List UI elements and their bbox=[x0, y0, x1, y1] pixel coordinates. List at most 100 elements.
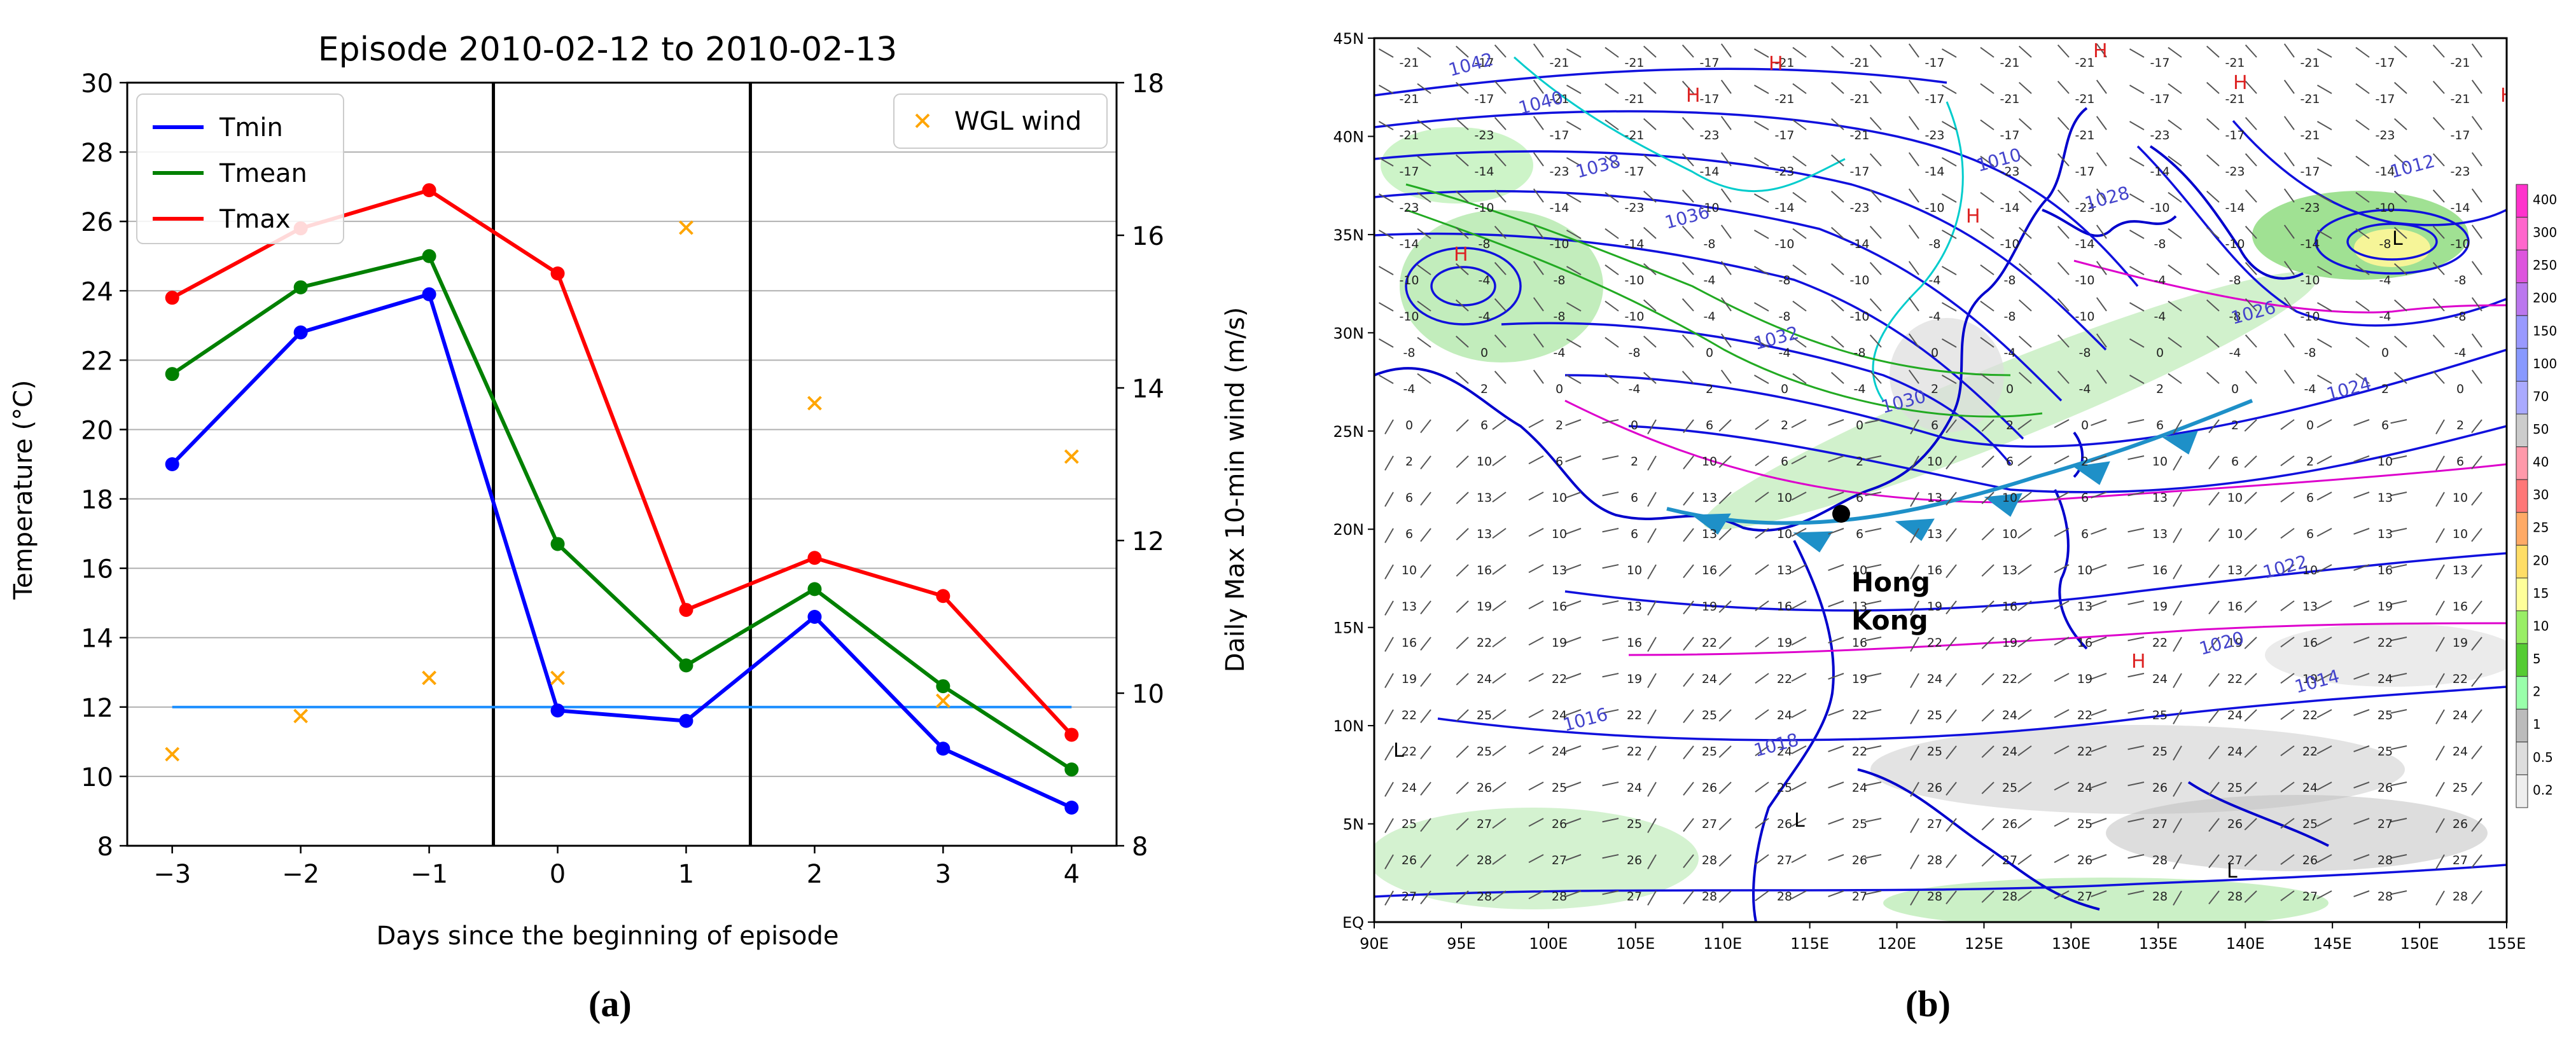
wind-barb bbox=[1647, 455, 1657, 471]
wind-barb bbox=[2017, 854, 2032, 865]
wind-barb bbox=[1981, 455, 1995, 468]
wind-barb bbox=[1456, 854, 1469, 867]
wind-marker-stroke bbox=[550, 670, 565, 686]
wind-barb bbox=[1981, 890, 1995, 903]
wind-barb bbox=[2096, 333, 2107, 348]
temperature-value: 13 bbox=[1402, 600, 1417, 614]
wind-barb bbox=[1605, 336, 1619, 348]
temperature-value: 13 bbox=[2453, 563, 2468, 577]
temperature-value: 10 bbox=[1927, 455, 1942, 469]
temperature-value: -14 bbox=[2375, 165, 2395, 179]
wind-barb bbox=[1941, 85, 1957, 94]
wind-barb bbox=[1981, 600, 1995, 613]
temperature-value: -21 bbox=[2225, 56, 2245, 70]
temperature-value: 0 bbox=[1706, 346, 1713, 360]
wind-barb bbox=[2355, 336, 2370, 348]
wind-barb bbox=[2471, 818, 2482, 832]
temperature-value: 28 bbox=[2378, 890, 2393, 904]
wind-barb bbox=[1753, 48, 1769, 58]
wind-barb bbox=[1910, 455, 1919, 471]
temperature-value: 2 bbox=[1706, 382, 1713, 396]
temperature-value: 24 bbox=[1852, 781, 1867, 795]
temperature-value: -17 bbox=[1925, 56, 1944, 70]
temperature-value: 6 bbox=[2081, 491, 2089, 505]
temperature-value: -14 bbox=[2450, 201, 2470, 215]
wind-barb bbox=[2316, 818, 2332, 827]
wind-barb bbox=[2091, 709, 2107, 716]
wind-barb bbox=[1417, 336, 1431, 348]
wind-barb bbox=[2208, 673, 2220, 687]
cold-front bbox=[1666, 399, 2253, 553]
temperature-value: 2 bbox=[1556, 418, 1563, 432]
temperature-value: -4 bbox=[2079, 382, 2091, 396]
wind-barb bbox=[1602, 492, 1619, 497]
temperature-value: 26 bbox=[2302, 853, 2318, 867]
wind-barb bbox=[2355, 300, 2370, 312]
wind-barb bbox=[2394, 190, 2407, 203]
wind-barb bbox=[1456, 154, 1469, 167]
temperature-value: 19 bbox=[2302, 672, 2318, 686]
x-tick-label: 0 bbox=[550, 860, 566, 889]
temperature-value: 24 bbox=[1927, 672, 1942, 686]
wind-barb bbox=[1492, 673, 1507, 684]
wind-barb bbox=[1791, 890, 1807, 900]
wind-barb bbox=[1791, 492, 1807, 501]
wind-barb bbox=[2432, 81, 2445, 94]
temperature-value: -8 bbox=[2304, 346, 2316, 360]
temperature-value: -4 bbox=[1479, 273, 1491, 287]
temperature-value: -21 bbox=[2300, 128, 2320, 142]
temperature-value: -23 bbox=[1474, 128, 1494, 142]
wind-barb bbox=[1533, 224, 1544, 239]
wind-barb bbox=[1643, 263, 1657, 275]
lon-label: 150E bbox=[2400, 935, 2439, 953]
colorbar-swatch bbox=[2516, 380, 2528, 415]
wind-barb bbox=[1565, 745, 1582, 752]
wind-barb bbox=[1718, 455, 1732, 468]
wind-barb bbox=[2316, 48, 2332, 58]
temperature-value: -10 bbox=[2075, 310, 2094, 324]
wind-barb bbox=[2432, 371, 2445, 384]
wind-barb bbox=[2394, 154, 2407, 167]
wind-barb bbox=[1605, 46, 1619, 58]
temperature-value: -21 bbox=[1399, 128, 1419, 142]
wind-barb bbox=[2280, 419, 2295, 431]
wind-barb bbox=[2435, 419, 2445, 435]
wind-barb bbox=[2019, 154, 2032, 167]
wind-barb bbox=[1566, 157, 1582, 167]
temperature-value: -23 bbox=[2450, 165, 2470, 179]
wind-barb bbox=[1720, 188, 1732, 203]
wind-barb bbox=[1941, 121, 1957, 130]
wind-barb bbox=[1647, 818, 1657, 834]
wind-barb bbox=[1755, 528, 1769, 539]
temperature-value: -4 bbox=[1479, 310, 1491, 324]
lat-label: 40N bbox=[1333, 128, 1365, 146]
wind-barb bbox=[1647, 673, 1657, 689]
wind-barb bbox=[2173, 673, 2182, 689]
lon-label: 105E bbox=[1616, 935, 1655, 953]
wind-barb bbox=[2054, 564, 2070, 574]
temperature-value: 26 bbox=[1777, 817, 1792, 831]
y-tick-label: 20 bbox=[81, 416, 113, 445]
temperature-value: 28 bbox=[2453, 890, 2468, 904]
colorbar-label: 70 bbox=[2533, 389, 2549, 404]
wind-barb bbox=[1828, 528, 1844, 535]
wind-barb bbox=[1981, 854, 1995, 867]
temperature-value: 10 bbox=[1402, 563, 1417, 577]
wind-barb bbox=[1492, 782, 1507, 793]
wind-barb bbox=[2283, 43, 2295, 58]
wind-barb bbox=[2019, 299, 2032, 312]
wind-barb bbox=[2054, 637, 2070, 646]
temperature-value: 0 bbox=[2081, 418, 2089, 432]
wind-barb bbox=[1384, 745, 1394, 761]
temperature-value: -17 bbox=[1474, 56, 1494, 70]
wind-barb bbox=[1908, 224, 1919, 239]
wind-barb bbox=[1528, 419, 1544, 429]
wind-barb bbox=[1831, 81, 1844, 94]
wind-barb bbox=[2017, 745, 2032, 757]
temperature-value: 25 bbox=[2302, 817, 2318, 831]
temperature-value: 10 bbox=[2453, 491, 2468, 505]
temperature-value: 6 bbox=[1631, 527, 1638, 541]
temperature-value: 16 bbox=[1702, 563, 1717, 577]
wind-barb bbox=[1941, 48, 1957, 58]
high-center: H bbox=[2233, 72, 2248, 94]
